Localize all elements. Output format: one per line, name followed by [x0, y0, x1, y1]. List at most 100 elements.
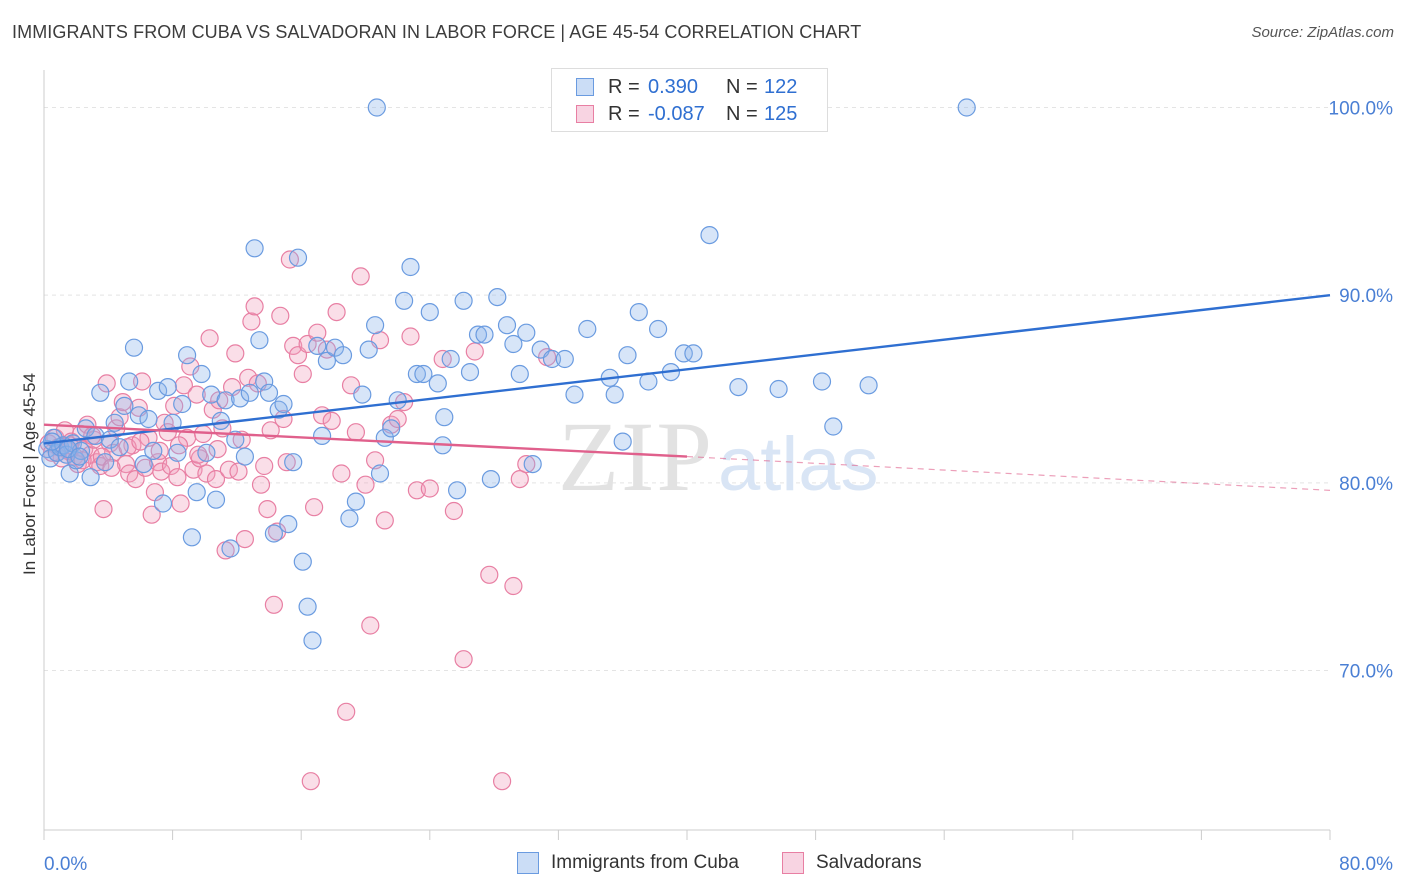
data-point-cuba [115, 396, 134, 415]
data-point-salvadorans [346, 423, 365, 442]
data-point-salvadorans [229, 462, 248, 481]
legend-n-value: 125 [764, 102, 798, 125]
data-point-cuba [435, 408, 454, 427]
data-point-cuba [221, 539, 240, 558]
data-point-salvadorans [361, 616, 380, 635]
data-point-salvadorans [271, 306, 290, 325]
legend-label-salvadorans: Salvadorans [816, 852, 922, 873]
legend-item-cuba[interactable]: Immigrants from Cuba [517, 852, 739, 874]
data-point-salvadorans [208, 440, 227, 459]
data-point-cuba [353, 385, 372, 404]
data-point-salvadorans [226, 344, 245, 363]
data-point-salvadorans [493, 772, 512, 791]
data-point-cuba [481, 470, 500, 489]
data-point-salvadorans [444, 501, 463, 521]
data-point-cuba [235, 447, 254, 466]
data-point-cuba [264, 524, 283, 543]
legend-r-label: R = [608, 75, 640, 98]
data-point-cuba [134, 455, 153, 474]
data-point-salvadorans [187, 385, 206, 404]
data-point-salvadorans [242, 312, 261, 331]
series-legend: Immigrants from Cuba Salvadorans [0, 852, 1406, 878]
data-point-cuba [259, 383, 279, 402]
data-point-salvadorans [305, 498, 324, 517]
data-point-cuba [255, 372, 274, 391]
data-point-cuba [812, 372, 832, 391]
data-point-salvadorans [264, 595, 283, 614]
data-point-cuba [523, 455, 542, 474]
data-point-cuba [700, 226, 719, 245]
data-point-cuba [269, 400, 288, 419]
data-point-cuba [605, 385, 624, 404]
chart-source: Source: ZipAtlas.com [1251, 24, 1394, 41]
data-point-salvadorans [388, 409, 407, 429]
data-point-cuba [497, 316, 517, 335]
legend-swatch-salvadorans [782, 852, 804, 874]
data-point-salvadorans [454, 650, 473, 669]
data-point-salvadorans [510, 470, 529, 489]
data-point-cuba [274, 394, 293, 414]
data-point-salvadorans [197, 464, 216, 483]
legend-item-salvadorans[interactable]: Salvadorans [782, 852, 922, 874]
data-point-cuba [340, 509, 359, 528]
data-point-cuba [859, 376, 878, 395]
data-point-salvadorans [150, 441, 169, 460]
data-point-salvadorans [235, 529, 254, 549]
data-point-salvadorans [351, 267, 370, 286]
data-point-salvadorans [322, 411, 341, 430]
data-point-cuba [565, 385, 584, 404]
data-point-cuba [460, 363, 480, 382]
data-point-cuba [240, 383, 259, 402]
data-point-cuba [578, 319, 597, 339]
data-point-cuba [110, 438, 129, 457]
legend-r-value: 0.390 [648, 75, 699, 98]
data-point-salvadorans [327, 303, 346, 322]
y-axis-label: In Labor Force | Age 45-54 [20, 373, 39, 575]
data-point-salvadorans [152, 462, 171, 481]
data-point-salvadorans [375, 511, 394, 530]
data-point-cuba [124, 338, 144, 357]
data-point-salvadorans [308, 323, 327, 342]
data-point-cuba [504, 334, 523, 354]
data-point-cuba [407, 364, 426, 384]
data-point-cuba [288, 248, 308, 267]
data-point-cuba [629, 303, 648, 322]
data-point-cuba [510, 364, 529, 384]
data-point-salvadorans [420, 479, 439, 498]
data-point-cuba [618, 346, 637, 365]
data-point-salvadorans [174, 376, 193, 395]
data-point-cuba [250, 331, 269, 350]
trend-line-salvadorans-extension [686, 455, 1331, 491]
data-point-cuba [231, 389, 250, 408]
data-point-cuba [173, 394, 192, 414]
data-point-salvadorans [251, 475, 271, 494]
data-point-cuba [91, 383, 110, 402]
data-point-cuba [648, 319, 668, 339]
y-axis-label-wrap: In Labor Force | Age 45-54 [20, 373, 40, 595]
data-point-cuba [317, 351, 336, 370]
data-point-cuba [182, 528, 201, 547]
data-point-cuba [76, 419, 95, 438]
data-point-cuba [245, 239, 264, 258]
y-tick-label: 80.0% [1339, 474, 1393, 495]
data-point-salvadorans [169, 436, 189, 455]
data-point-cuba [139, 409, 158, 429]
legend-swatch-cuba [576, 78, 594, 96]
data-point-cuba [367, 98, 386, 117]
data-point-cuba [149, 381, 168, 400]
data-point-cuba [441, 349, 460, 369]
data-point-salvadorans [258, 500, 277, 519]
data-point-salvadorans [301, 772, 320, 791]
data-point-cuba [303, 631, 322, 650]
data-point-cuba [120, 372, 139, 391]
x-tick-label-min: 0.0% [44, 854, 87, 875]
data-point-cuba [168, 443, 187, 462]
data-point-cuba [298, 597, 317, 616]
data-point-cuba [366, 316, 385, 335]
data-point-cuba [388, 391, 407, 410]
legend-n-label: N = [726, 102, 758, 125]
data-point-cuba [70, 447, 89, 466]
data-point-salvadorans [465, 342, 484, 361]
y-tick-label: 90.0% [1339, 286, 1393, 307]
data-point-salvadorans [401, 327, 420, 346]
